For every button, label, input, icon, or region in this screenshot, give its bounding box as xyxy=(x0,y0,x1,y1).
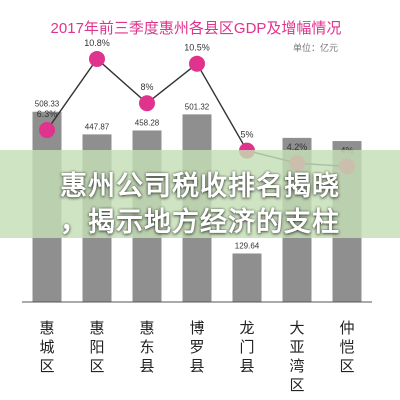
growth-point xyxy=(39,122,55,139)
growth-label: 6.3% xyxy=(37,109,58,119)
category-label: 惠城区 xyxy=(39,320,54,375)
overlay-banner: 惠州公司税收排名揭晓 ，揭示地方经济的支柱 xyxy=(0,150,400,238)
overlay-headline: 惠州公司税收排名揭晓 xyxy=(60,171,340,201)
bar-value-label: 458.28 xyxy=(135,118,160,127)
growth-label: 8% xyxy=(140,82,153,92)
bar-value-label: 447.87 xyxy=(85,122,110,131)
category-label: 惠东县 xyxy=(139,320,154,375)
category-layer: 惠城区 惠阳区 惠东县 博罗县 龙门县 大亚湾区 仲恺区 xyxy=(39,320,354,394)
growth-label: 10.8% xyxy=(84,38,110,48)
bar-value-label: 129.64 xyxy=(235,241,260,250)
growth-point xyxy=(189,55,205,72)
unit-note: 单位：亿元 xyxy=(293,42,338,53)
growth-point xyxy=(89,50,105,67)
bar-value-label: 501.32 xyxy=(185,102,210,111)
category-label: 龙门县 xyxy=(239,320,254,375)
category-label: 仲恺区 xyxy=(339,320,354,375)
growth-label: 5% xyxy=(240,130,253,140)
chart-title: 2017年前三季度惠州各县区GDP及增幅情况 xyxy=(51,20,342,37)
growth-label: 4.2% xyxy=(287,142,308,152)
category-label: 惠阳区 xyxy=(89,320,104,375)
category-label: 大亚湾区 xyxy=(289,320,304,394)
bar-value-label: 508.33 xyxy=(35,100,60,109)
overlay-subheadline: ，揭示地方经济的支柱 xyxy=(60,207,340,237)
bar xyxy=(232,253,262,302)
growth-point xyxy=(139,95,155,112)
growth-label: 10.5% xyxy=(184,43,210,53)
category-label: 博罗县 xyxy=(189,320,204,375)
